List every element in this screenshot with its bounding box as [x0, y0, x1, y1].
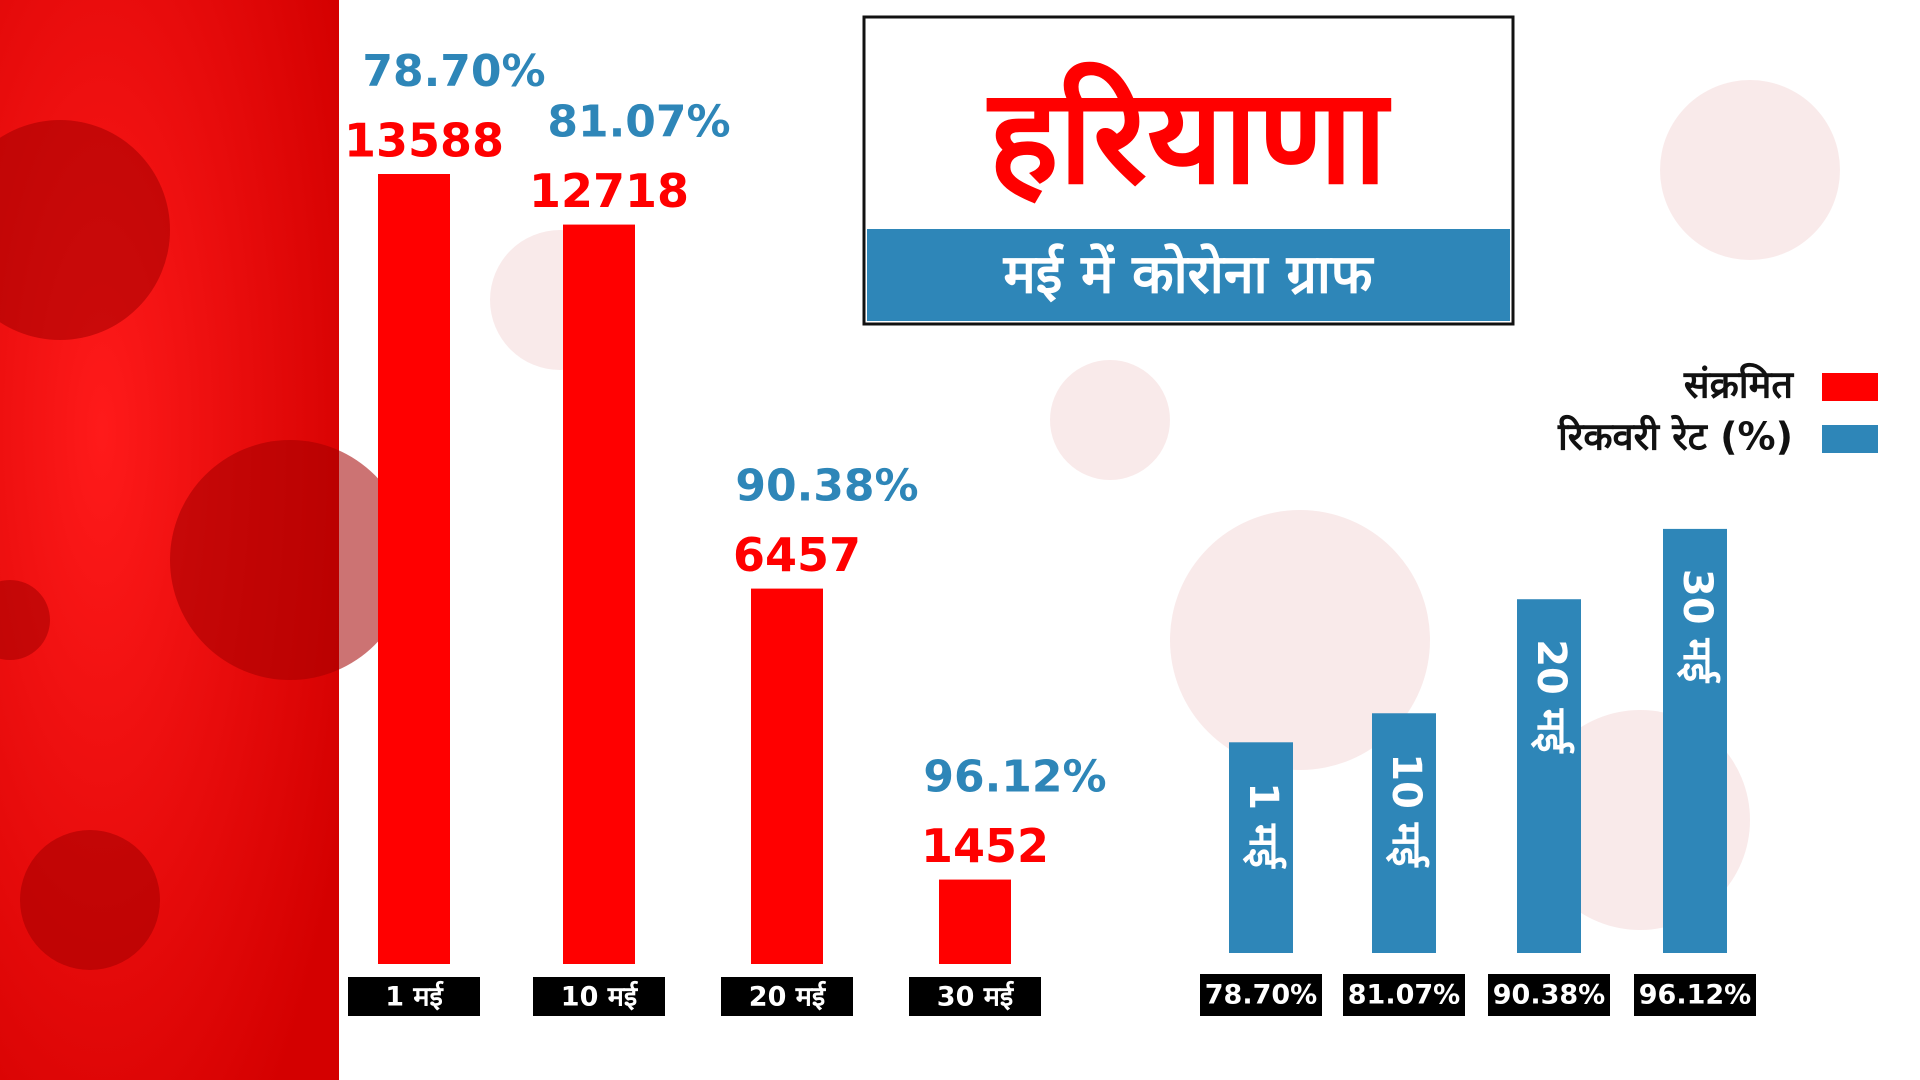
- value-label: 81.07%: [1348, 980, 1460, 1011]
- bar: [1517, 599, 1581, 953]
- legend-swatch: [1822, 373, 1878, 401]
- chart-title: हरियाणा: [986, 60, 1392, 214]
- value-box: [1200, 974, 1322, 1016]
- legend-label: संक्रमित: [1683, 363, 1794, 407]
- value-label: 1452: [921, 819, 1049, 873]
- bar-category-label: 30 मई: [1674, 569, 1721, 684]
- virus-decor-light: [490, 80, 1840, 930]
- category-box: [533, 977, 665, 1016]
- value-label: 96.12%: [1639, 980, 1751, 1011]
- x-tick-label: 10 मई: [561, 981, 639, 1013]
- legend-label: रिकवरी रेट (%): [1557, 415, 1793, 459]
- value-box: [1634, 974, 1756, 1016]
- value-label: 78.70%: [1205, 980, 1317, 1011]
- legend-swatch: [1822, 425, 1878, 453]
- bar-category-label: 1 मई: [1240, 782, 1287, 869]
- recovery-label: 90.38%: [735, 461, 918, 512]
- virus-decor: [0, 120, 410, 970]
- value-label: 90.38%: [1493, 980, 1605, 1011]
- category-box: [909, 977, 1041, 1016]
- chart-subtitle: मई में कोरोना ग्राफ: [1002, 243, 1374, 306]
- bar: [1229, 742, 1293, 953]
- bar: [563, 224, 635, 964]
- bar: [1372, 713, 1436, 953]
- recovery-label: 96.12%: [923, 752, 1106, 803]
- category-box: [348, 977, 480, 1016]
- bar-category-label: 10 मई: [1383, 753, 1430, 868]
- value-label: 12718: [529, 164, 689, 218]
- bar: [751, 588, 823, 964]
- value-label: 6457: [733, 528, 861, 582]
- recovery-label: 78.70%: [362, 46, 545, 97]
- bar-category-label: 20 मई: [1528, 639, 1575, 754]
- bar: [378, 174, 450, 964]
- value-box: [1488, 974, 1610, 1016]
- x-tick-label: 20 मई: [749, 981, 827, 1013]
- value-box: [1343, 974, 1465, 1016]
- x-tick-label: 1 मई: [385, 981, 444, 1013]
- value-label: 13588: [344, 114, 504, 168]
- recovery-label: 81.07%: [547, 97, 730, 148]
- x-tick-label: 30 मई: [937, 981, 1015, 1013]
- bar: [939, 879, 1011, 964]
- category-box: [721, 977, 853, 1016]
- bar: [1663, 528, 1727, 953]
- subtitle-band: [867, 229, 1510, 321]
